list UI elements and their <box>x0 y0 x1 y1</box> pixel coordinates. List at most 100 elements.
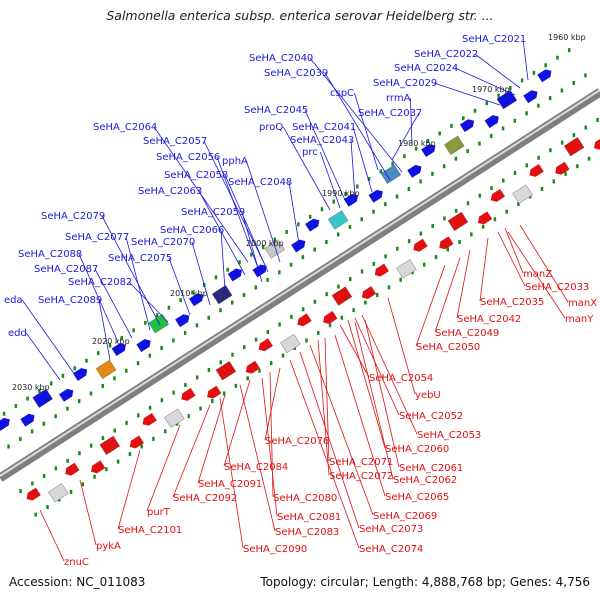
scale-tick <box>513 118 517 123</box>
scale-tick <box>352 308 355 313</box>
scale-tick <box>419 179 422 184</box>
gene-features <box>0 69 600 503</box>
reverse-gene-label: SeHA_C2062 <box>393 475 457 486</box>
forward-gene-arrow <box>252 264 267 278</box>
forward-gene-arrow <box>72 368 88 381</box>
scale-tick <box>360 217 363 222</box>
scale-tick <box>596 117 599 122</box>
reverse-gene-box <box>48 483 69 503</box>
scale-tick <box>113 376 116 381</box>
scale-tick <box>532 70 536 75</box>
scale-tick <box>387 285 391 290</box>
forward-label-leader <box>410 97 413 146</box>
scale-tick <box>466 149 469 154</box>
genome-backbone-highlight <box>0 89 600 477</box>
scale-tick <box>290 314 293 319</box>
forward-gene-label: SeHA_C2058 <box>164 170 228 181</box>
forward-label-leader <box>241 211 263 283</box>
scale-tick <box>325 239 328 244</box>
scale-tick <box>278 270 281 275</box>
scale-tick <box>61 373 65 378</box>
forward-label-leader <box>246 160 281 263</box>
scale-tick <box>148 353 152 358</box>
scale-tick <box>105 467 108 472</box>
reverse-label-leader <box>172 404 211 498</box>
scale-tick <box>320 207 324 212</box>
forward-gene-label: SeHA_C2089 <box>38 295 102 306</box>
reverse-label-leader <box>239 384 276 532</box>
scale-tick <box>7 444 10 449</box>
map-title: Salmonella enterica subsp. enterica sero… <box>106 8 494 23</box>
reverse-label-leader <box>317 339 330 476</box>
scale-tick <box>556 55 559 60</box>
scale-tick <box>78 451 81 456</box>
scale-tick <box>438 131 441 136</box>
scale-tick <box>423 262 426 267</box>
forward-label-leader <box>94 268 133 339</box>
forward-gene-arrow <box>305 218 320 232</box>
reverse-gene-arrow <box>26 487 41 501</box>
reverse-label-leader <box>354 321 394 480</box>
scale-tick <box>426 139 430 144</box>
scale-tick <box>195 323 199 328</box>
reverse-gene-label: SeHA_C2054 <box>369 373 433 384</box>
scale-tick <box>367 176 371 181</box>
scale-tick <box>14 404 18 409</box>
forward-gene-box <box>327 210 349 230</box>
reverse-label-leader <box>197 394 226 484</box>
reverse-label-leader <box>507 231 566 319</box>
reverse-label-leader <box>299 351 360 529</box>
forward-gene-label: proQ <box>259 122 283 133</box>
forward-gene-label: SeHA_C2029 <box>373 78 437 89</box>
scale-tick <box>73 366 76 371</box>
reverse-gene-label: SeHA_C2053 <box>417 430 481 441</box>
scale-tick <box>485 101 489 106</box>
reverse-gene-arrow <box>555 161 570 175</box>
reverse-label-leader <box>415 264 446 347</box>
scale-tick <box>19 489 22 494</box>
scale-tick <box>419 231 423 236</box>
forward-label-leader <box>354 92 379 171</box>
reverse-label-leader <box>223 379 251 467</box>
reverse-gene-arrow <box>361 286 377 300</box>
forward-gene-label: rrmA <box>386 93 411 104</box>
scale-tick <box>505 209 508 214</box>
reverse-gene-label: manZ <box>523 269 552 280</box>
scale-tick <box>372 209 375 214</box>
scale-tick <box>301 307 305 312</box>
scale-tick <box>481 224 485 229</box>
scale-tick <box>234 383 238 388</box>
reverse-label-leader <box>339 324 370 378</box>
scale-tick <box>308 214 312 219</box>
reverse-label-leader <box>146 424 181 512</box>
reverse-gene-arrow <box>594 138 600 150</box>
scale-tick <box>560 88 564 93</box>
forward-gene-arrow <box>537 69 552 83</box>
reverse-gene-arrow <box>529 164 544 177</box>
forward-label-leader <box>324 72 391 181</box>
scale-label: 2030 kbp <box>12 383 50 392</box>
reverse-gene-label: SeHA_C2060 <box>385 444 449 455</box>
forward-gene-box <box>443 135 465 155</box>
reverse-label-leader <box>456 249 471 319</box>
forward-gene-arrow <box>484 115 499 129</box>
scale-tick <box>540 186 544 191</box>
scale-tick <box>113 428 117 433</box>
scale-tick <box>348 224 352 229</box>
scale-tick <box>49 381 53 386</box>
forward-gene-label: SeHA_C2048 <box>228 177 292 188</box>
scale-tick <box>375 292 379 297</box>
forward-gene-label: SeHA_C2056 <box>156 152 220 163</box>
forward-gene-arrow <box>421 144 436 157</box>
scale-tick <box>93 474 96 479</box>
scale-tick <box>269 361 273 366</box>
forward-gene-label: SeHA_C2063 <box>138 186 202 197</box>
forward-gene-box <box>380 164 402 184</box>
reverse-gene-arrow <box>374 263 389 277</box>
scale-tick <box>450 123 453 128</box>
reverse-gene-label: yebU <box>415 390 441 401</box>
reverse-gene-box <box>215 361 237 381</box>
reverse-gene-label: manX <box>568 298 597 309</box>
scale-label: 2020 kbp <box>92 337 130 346</box>
scale-tick <box>238 260 241 265</box>
